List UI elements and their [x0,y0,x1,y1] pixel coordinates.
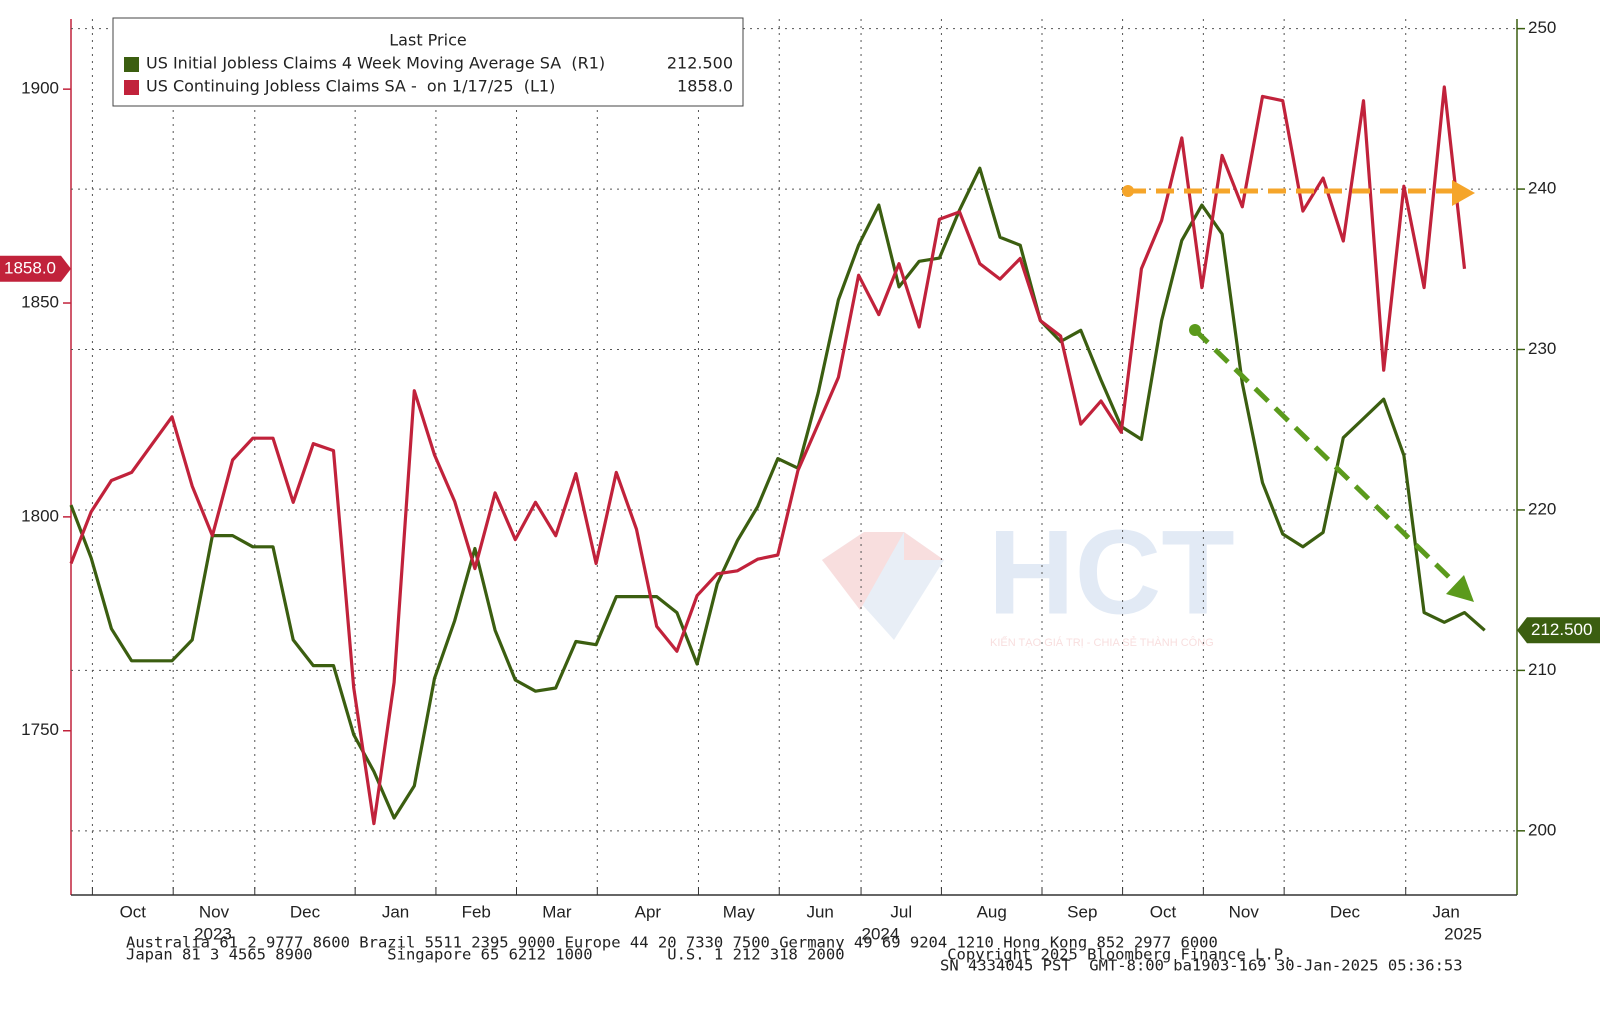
footer: SN 4334045 PST GMT-8:00 ba1903-169 30-Ja… [940,957,1463,975]
x-tick-label: Apr [635,902,662,921]
x-tick-label: Jan [382,902,409,921]
x-tick-label: Dec [1330,902,1361,921]
x-tick-label: Nov [199,902,230,921]
last-price-label: 1858.0 [4,258,56,277]
year-label: 2024 [862,924,900,943]
arrow [1193,328,1457,585]
plot: 200 210 220 230 240 250 1750 1800 1850 1900 Oct Nov… [21,18,1556,943]
watermark-diamond [822,532,904,610]
legend-label: US Initial Jobless Claims 4 Week Moving … [146,54,605,73]
y2-tick-label: 210 [1528,660,1556,679]
y2-tick-label: 230 [1528,339,1556,358]
series-line [69,85,1467,826]
y2-tick-label: 250 [1528,18,1556,37]
year-label: 2023 [194,924,232,943]
y-tick-label: 1750 [21,720,59,739]
x-tick-label: Mar [542,902,572,921]
x-tick-label: Oct [120,902,147,921]
y2-tick-label: 220 [1528,499,1556,518]
x-tick-label: Feb [462,902,491,921]
last-price-label: 212.500 [1531,620,1592,639]
last-price-badge [0,255,71,282]
watermark-logo: HCT [988,506,1235,640]
arrow-start [1122,185,1134,197]
x-tick-label: May [723,902,756,921]
x-tick-label: Jun [806,902,833,921]
legend-value: 1858.0 [677,77,733,96]
legend-label: US Continuing Jobless Claims SA - on 1/1… [146,77,555,96]
legend-swatch [124,80,139,95]
watermark: HCT KIẾN TẠO GIÁ TRỊ - CHIA SẺ THÀNH CÔN… [822,506,1235,649]
x-tick-label: Aug [977,902,1007,921]
x-tick-label: Jan [1432,902,1459,921]
x-tick-label: Dec [290,902,321,921]
annotation-arrows [1122,180,1475,602]
y-tick-label: 1900 [21,79,59,98]
legend-title: Last Price [389,31,466,50]
y-tick-label: 1800 [21,506,59,525]
series-line [69,166,1486,820]
arrow-head [1452,180,1475,206]
legend-swatch [124,57,139,72]
legend-box [112,17,744,107]
footer: Japan 81 3 4565 8900 Singapore 65 6212 1… [126,946,1292,964]
y2-tick-label: 200 [1528,820,1556,839]
x-tick-label: Nov [1229,902,1260,921]
arrow-start [1189,324,1201,336]
y-tick-label: 1850 [21,293,59,312]
watermark-diamond [904,532,970,560]
legend: Last Price US Initial Jobless Claims 4 W… [112,17,744,107]
watermark-diamond [822,532,944,640]
y2-tick-label: 240 [1528,179,1556,198]
last-price-badge [1517,617,1600,644]
arrow-head [1446,575,1474,602]
x-tick-label: Oct [1150,902,1177,921]
x-tick-label: Jul [890,902,912,921]
legend-value: 212.500 [667,54,733,73]
footer: Australia 61 2 9777 8600 Brazil 5511 239… [126,934,1218,952]
watermark-slogan: KIẾN TẠO GIÁ TRỊ - CHIA SẺ THÀNH CÔNG [990,636,1214,649]
x-tick-label: Sep [1067,902,1097,921]
year-label: 2025 [1444,924,1482,943]
